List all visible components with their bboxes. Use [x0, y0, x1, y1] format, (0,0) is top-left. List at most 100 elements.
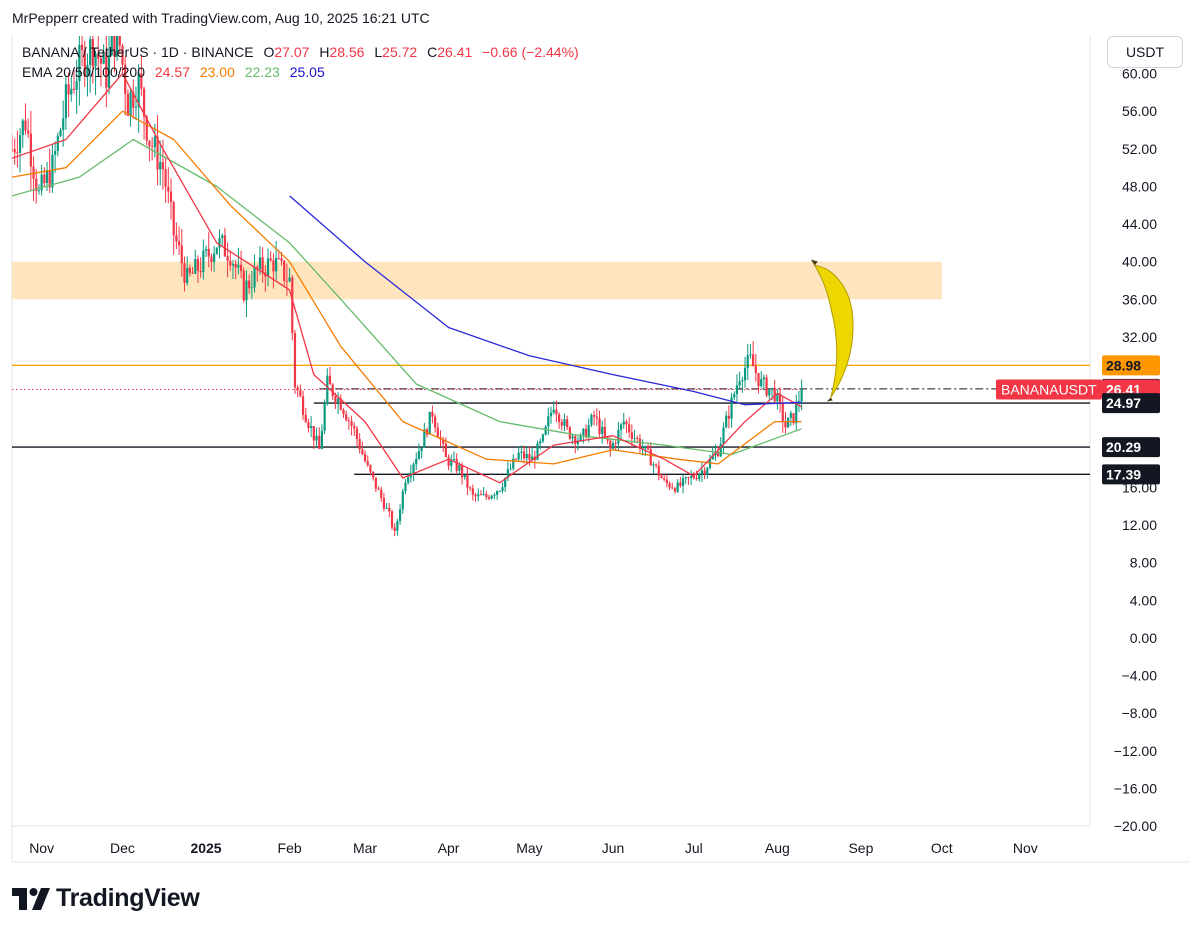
candle-body — [746, 355, 749, 368]
price-tick-label: 36.00 — [1122, 291, 1157, 307]
candle — [506, 461, 509, 482]
candle-body — [684, 477, 687, 479]
candle — [291, 275, 294, 341]
candle — [690, 470, 693, 486]
candle-body — [501, 487, 504, 491]
candle — [369, 464, 372, 476]
candle-body — [118, 36, 121, 46]
candle-body — [288, 277, 291, 282]
candle-body — [320, 430, 324, 449]
candle-body — [733, 394, 736, 398]
candle-body — [237, 264, 240, 268]
candle — [132, 79, 135, 119]
candle-body — [566, 419, 569, 428]
candle-body — [539, 441, 542, 444]
candle — [62, 100, 65, 147]
candle-body — [423, 429, 426, 448]
candle-body — [512, 458, 515, 469]
candle — [609, 437, 612, 457]
ema50-line — [12, 110, 802, 465]
candle — [59, 127, 62, 138]
price-tick-label: 32.00 — [1122, 329, 1157, 345]
candle-body — [223, 235, 227, 257]
candle — [64, 75, 67, 130]
open-value: 27.07 — [274, 44, 310, 60]
candle-body — [496, 491, 499, 495]
candle-body — [164, 169, 167, 187]
candle-body — [347, 420, 350, 422]
candle — [366, 455, 369, 467]
candle — [469, 486, 472, 491]
candle — [711, 447, 714, 460]
candle — [180, 228, 183, 277]
candle-body — [102, 51, 105, 64]
banana-stem — [810, 259, 818, 266]
candle — [12, 135, 14, 152]
candle — [245, 270, 248, 318]
candle — [134, 86, 138, 121]
candle — [509, 463, 512, 471]
candle-body — [75, 81, 78, 90]
candle-body — [401, 491, 404, 510]
candle-body — [285, 280, 288, 282]
candle-body — [229, 260, 232, 266]
candle-body — [528, 454, 531, 460]
candle — [617, 421, 620, 452]
candle — [716, 446, 720, 458]
candle-body — [460, 464, 464, 478]
banana-body — [813, 264, 854, 398]
candle — [522, 445, 526, 464]
candle-body — [140, 73, 143, 89]
price-tick-label: 0.00 — [1130, 630, 1157, 646]
candle-body — [431, 411, 434, 417]
candle — [328, 367, 332, 385]
candle — [105, 36, 108, 108]
candle-body — [601, 427, 604, 434]
price-tick-label: 56.00 — [1122, 103, 1157, 119]
candle-body — [789, 413, 792, 418]
candle — [242, 267, 245, 303]
ema-indicator-title[interactable]: EMA 20/50/100/200 — [22, 64, 145, 80]
candle-body — [412, 464, 415, 473]
candle — [787, 417, 790, 428]
candle — [234, 259, 237, 280]
currency-button[interactable]: USDT — [1107, 36, 1183, 68]
candle-body — [388, 507, 391, 512]
candle-body — [716, 451, 720, 457]
candle — [622, 412, 625, 429]
close-value: 26.41 — [437, 44, 473, 60]
candle-body — [97, 53, 100, 59]
candle — [102, 44, 105, 65]
candle-body — [242, 270, 245, 301]
candle-body — [428, 411, 431, 435]
candle — [501, 482, 504, 494]
candle-body — [29, 133, 32, 167]
candle-body — [191, 272, 194, 274]
candle-body — [660, 475, 663, 479]
candle — [398, 504, 402, 525]
candle — [401, 488, 404, 514]
symbol-title[interactable]: BANANA / TetherUS · 1D · BINANCE — [22, 44, 254, 60]
banana-tip — [826, 397, 833, 402]
candle-body — [78, 44, 81, 82]
candle-body — [396, 521, 399, 531]
candle — [574, 433, 577, 454]
candle — [452, 451, 456, 462]
candle — [447, 454, 450, 471]
candle-body — [611, 443, 615, 449]
candle-body — [202, 250, 205, 273]
candle-body — [328, 375, 332, 385]
candle-body — [258, 257, 262, 269]
change-value: −0.66 (−2.44%) — [482, 44, 579, 60]
candle-body — [474, 494, 477, 497]
candle-body — [784, 421, 787, 428]
candle — [342, 408, 345, 419]
candle-body — [380, 489, 383, 499]
ema50-value: 23.00 — [199, 64, 235, 80]
banana-icon — [810, 259, 854, 402]
candle-body — [471, 488, 474, 495]
candle-body — [334, 396, 337, 404]
candle — [663, 474, 666, 482]
candle — [703, 466, 706, 480]
